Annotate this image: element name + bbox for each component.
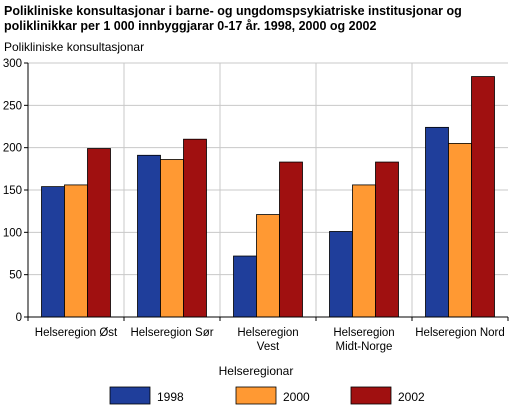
chart-title: Polikliniske konsultasjonar i barne- og …	[4, 4, 462, 33]
y-tick-label: 200	[3, 143, 22, 155]
bar-2000-3	[352, 184, 376, 318]
x-category-label: Midt-Norge	[336, 341, 393, 353]
axes	[24, 62, 509, 321]
bar-2002-3	[375, 161, 399, 318]
bar-2000-4	[448, 143, 472, 318]
y-tick-label: 300	[3, 58, 22, 70]
y-tick-label: 50	[9, 270, 22, 282]
y-tick-label: 0	[16, 312, 22, 324]
bar-2000-2	[256, 214, 280, 318]
x-category-label: Helseregion Sør	[130, 327, 213, 339]
y-tick-label: 100	[3, 227, 22, 239]
bar-2002-1	[183, 138, 207, 318]
legend-swatch-2000	[235, 386, 277, 405]
legend-label: 1998	[157, 390, 184, 404]
x-category-labels: Helseregion Øst Helseregion Sør Helseregio…	[35, 327, 505, 353]
legend: 1998 2000 2002	[109, 386, 425, 405]
x-category-label: Helseregion Øst	[35, 327, 118, 339]
bars	[41, 76, 495, 318]
bar-1998-1	[137, 154, 161, 318]
legend-label: 2000	[283, 390, 310, 404]
x-axis-label: Helseregionar	[219, 364, 294, 378]
bar-1998-0	[41, 186, 65, 318]
legend-swatch-1998	[109, 386, 151, 405]
x-category-label: Helseregion	[333, 327, 394, 339]
y-tick-labels: 0 50 100 150 200 250 300	[3, 58, 22, 324]
chart-title-line-2: poliklinikkar per 1 000 innbyggjarar 0-1…	[4, 19, 376, 33]
x-category-label: Helseregion Nord	[415, 327, 505, 339]
x-category-label: Vest	[257, 341, 280, 353]
bar-1998-4	[425, 126, 449, 318]
bar-2002-2	[279, 161, 303, 318]
bar-1998-2	[233, 255, 257, 318]
bar-2002-0	[87, 148, 111, 318]
y-tick-label: 250	[3, 100, 22, 112]
bar-2002-4	[471, 76, 495, 318]
legend-label: 2002	[398, 390, 425, 404]
bar-2000-1	[160, 159, 184, 318]
y-tick-label: 150	[3, 185, 22, 197]
x-category-label: Helseregion	[237, 327, 298, 339]
y-axis-label: Polikliniske konsultasjonar	[4, 40, 144, 54]
bar-1998-3	[329, 231, 353, 318]
legend-swatch-2002	[350, 386, 392, 405]
chart-title-line-1: Polikliniske konsultasjonar i barne- og …	[4, 4, 462, 18]
bar-2000-0	[64, 184, 88, 318]
